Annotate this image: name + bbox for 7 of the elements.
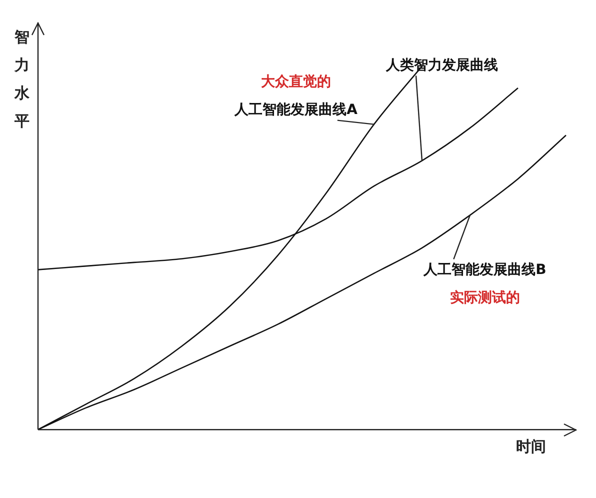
series-label: 人工智能发展曲线A	[234, 102, 358, 118]
annotation: 实际测试的	[450, 288, 520, 306]
series-label: 人工智能发展曲线B	[422, 262, 546, 278]
y-axis-title: 智力水平	[14, 28, 30, 130]
annotation: 大众直觉的	[261, 74, 331, 90]
x-axis-title: 时间	[516, 437, 546, 456]
series-label: 人类智力发展曲线	[385, 57, 498, 74]
